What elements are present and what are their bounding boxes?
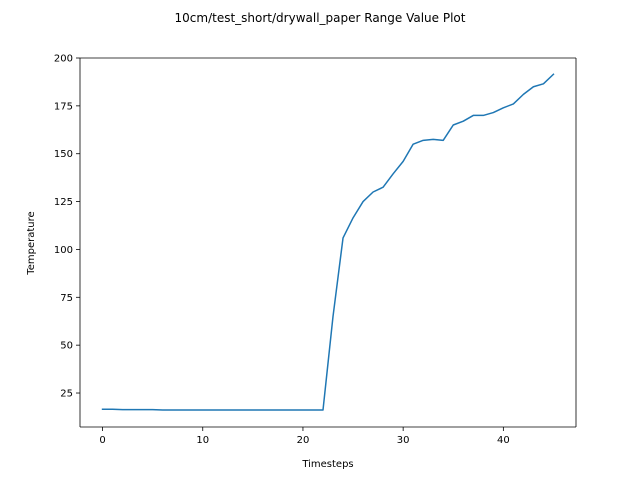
- plot-area: 0 10 20 30 40 25 50 75 100 125 150 175 200: [54, 54, 577, 446]
- x-tick-label-40: 40: [497, 435, 510, 446]
- chart-title: 10cm/test_short/drywall_paper Range Valu…: [175, 11, 466, 25]
- x-tick-label-0: 0: [99, 435, 105, 446]
- y-tick-label-25: 25: [60, 389, 73, 400]
- y-tick-label-200: 200: [54, 54, 73, 65]
- y-tick-label-125: 125: [54, 197, 73, 208]
- y-axis-label: Temperature: [26, 211, 37, 275]
- x-tick-label-10: 10: [196, 435, 209, 446]
- y-tick-label-150: 150: [54, 149, 73, 160]
- x-tick-label-30: 30: [397, 435, 410, 446]
- x-axis-label: Timesteps: [301, 459, 353, 470]
- x-tick-label-20: 20: [297, 435, 310, 446]
- y-tick-label-50: 50: [60, 341, 73, 352]
- y-tick-label-175: 175: [54, 101, 73, 112]
- y-tick-label-75: 75: [60, 293, 73, 304]
- series-line-0: [101, 73, 555, 411]
- y-tick-label-100: 100: [54, 245, 73, 256]
